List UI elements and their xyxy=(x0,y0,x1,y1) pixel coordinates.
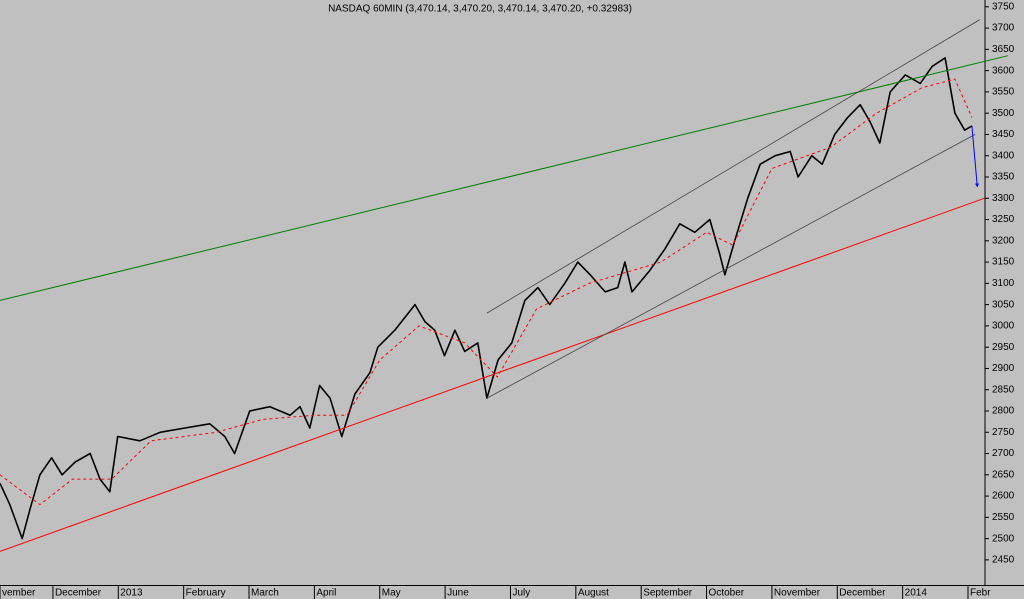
y-tick-label: 3600 xyxy=(992,65,1015,76)
y-tick-label: 3050 xyxy=(992,299,1015,310)
x-tick-label: 2014 xyxy=(905,588,928,599)
x-tick-label: September xyxy=(643,588,693,599)
series-line xyxy=(0,55,1009,301)
series-line xyxy=(486,134,976,399)
x-tick-label: March xyxy=(251,588,279,599)
y-tick-label: 3300 xyxy=(992,193,1015,204)
y-tick-label: 3100 xyxy=(992,278,1015,289)
y-tick-label: 3750 xyxy=(992,1,1015,12)
x-tick-label: August xyxy=(578,588,609,599)
y-tick-label: 3000 xyxy=(992,321,1015,332)
x-tick-label: Febr xyxy=(970,588,991,599)
series-line xyxy=(0,57,973,540)
series-line xyxy=(486,19,981,314)
x-tick-label: April xyxy=(316,588,336,599)
y-tick-label: 2600 xyxy=(992,491,1015,502)
y-tick-label: 2500 xyxy=(992,533,1015,544)
series-line xyxy=(0,78,973,506)
y-tick-label: 3550 xyxy=(992,87,1015,98)
x-tick-label: June xyxy=(447,588,469,599)
x-tick-label: May xyxy=(382,588,401,599)
x-tick-label: December xyxy=(839,588,886,599)
x-tick-label: 2013 xyxy=(120,588,143,599)
y-tick-label: 3700 xyxy=(992,23,1015,34)
y-tick-label: 3500 xyxy=(992,108,1015,119)
chart-title: NASDAQ 60MIN (3,470.14, 3,470.20, 3,470.… xyxy=(328,4,632,15)
y-tick-label: 3400 xyxy=(992,150,1015,161)
y-tick-label: 2550 xyxy=(992,512,1015,523)
x-tick-label: July xyxy=(512,588,530,599)
x-tick-label: October xyxy=(709,588,745,599)
y-tick-label: 2450 xyxy=(992,555,1015,566)
x-tick-label: February xyxy=(186,588,226,599)
x-tick-label: December xyxy=(55,588,102,599)
y-tick-label: 2700 xyxy=(992,448,1015,459)
series-line xyxy=(971,125,980,188)
series-line xyxy=(0,197,985,552)
y-tick-label: 3650 xyxy=(992,44,1015,55)
y-tick-label: 2750 xyxy=(992,427,1015,438)
y-tick-label: 3200 xyxy=(992,235,1015,246)
x-tick-label: vember xyxy=(2,588,36,599)
x-tick-label: November xyxy=(774,588,821,599)
y-tick-label: 2950 xyxy=(992,342,1015,353)
y-tick-label: 3350 xyxy=(992,172,1015,183)
y-tick-label: 3450 xyxy=(992,129,1015,140)
y-tick-label: 2900 xyxy=(992,363,1015,374)
y-tick-label: 2800 xyxy=(992,406,1015,417)
y-tick-label: 2850 xyxy=(992,384,1015,395)
y-tick-label: 3150 xyxy=(992,257,1015,268)
y-tick-label: 2650 xyxy=(992,469,1015,480)
plot-area xyxy=(0,19,1009,552)
y-tick-label: 3250 xyxy=(992,214,1015,225)
